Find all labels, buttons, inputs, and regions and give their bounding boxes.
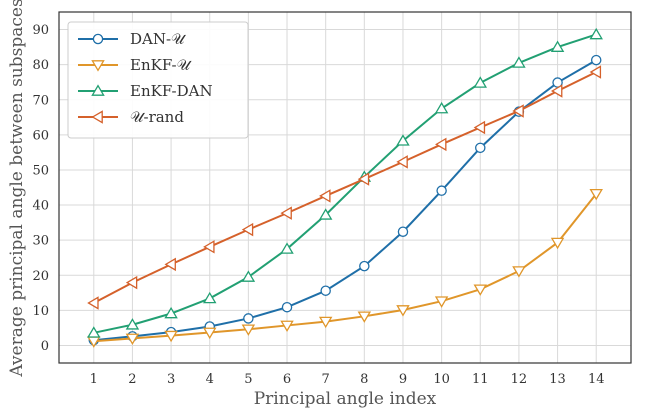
legend-marker [91, 84, 105, 96]
x-tick-labels: 1 2 3 4 5 6 7 8 9 10 11 12 13 14 [90, 372, 605, 387]
data-point [550, 237, 565, 250]
data-point [125, 318, 140, 330]
legend-label: EnKF-DAN [130, 82, 213, 100]
x-axis-label: Principal angle index [254, 389, 437, 409]
series-2 [87, 188, 603, 348]
data-point [357, 172, 370, 186]
data-point [436, 185, 447, 196]
data-point [280, 320, 294, 333]
x-tick-label: 4 [206, 372, 214, 387]
data-point [241, 270, 256, 282]
data-point [320, 285, 331, 296]
legend-box [67, 21, 249, 139]
legend-marker [92, 33, 104, 45]
data-point [87, 296, 99, 310]
series-3 [87, 27, 603, 338]
data-point [164, 330, 178, 343]
data-point [203, 240, 215, 254]
data-point [396, 134, 410, 146]
data-point [243, 313, 254, 324]
data-point [589, 65, 602, 79]
data-point [357, 311, 372, 323]
plot-frame [58, 11, 632, 364]
series-layer [87, 27, 603, 348]
x-tick-label: 10 [433, 372, 450, 387]
data-point [202, 291, 217, 304]
legend-label: DAN-𝒰 [130, 30, 187, 48]
y-tick-label: 50 [32, 163, 49, 178]
x-tick-label: 6 [283, 372, 291, 387]
data-point [319, 189, 331, 203]
x-tick-label: 3 [167, 372, 175, 387]
data-point [164, 306, 178, 319]
x-tick-label: 2 [128, 372, 136, 387]
data-point [473, 120, 486, 135]
legend-entry: 𝒰-rand [78, 108, 184, 126]
legend-label: EnKF-𝒰 [130, 56, 193, 74]
data-point [280, 206, 292, 220]
data-point [512, 56, 526, 68]
data-point [589, 27, 603, 40]
data-point [473, 76, 488, 88]
data-point [125, 275, 138, 290]
x-tick-label: 12 [511, 372, 528, 387]
legend-entry: DAN-𝒰 [78, 30, 187, 48]
data-point [164, 257, 176, 272]
y-tick-label: 40 [32, 199, 49, 214]
legend-entry: EnKF-𝒰 [78, 56, 193, 74]
data-point [280, 242, 294, 254]
x-tick-label: 14 [588, 372, 605, 387]
legend-label: 𝒰-rand [130, 108, 184, 126]
x-tick-label: 1 [90, 372, 98, 387]
y-tick-label: 90 [32, 23, 49, 38]
data-point [550, 84, 563, 98]
data-point [396, 155, 408, 169]
data-point [475, 142, 486, 154]
data-point [473, 284, 488, 296]
y-tick-labels: 0 10 20 30 40 50 60 70 80 90 [32, 23, 49, 354]
data-point [281, 301, 293, 313]
data-point [359, 260, 370, 272]
data-point [318, 316, 333, 329]
y-tick-label: 10 [32, 304, 49, 319]
y-axis-label: Average principal angle between subspace… [7, 0, 27, 378]
data-point [550, 40, 565, 52]
data-point [396, 305, 410, 317]
legend-marker [91, 110, 103, 124]
data-point [512, 104, 524, 118]
y-tick-label: 30 [32, 234, 49, 249]
legend-marker [91, 60, 105, 72]
data-point [241, 324, 256, 336]
legend: DAN-𝒰 EnKF-𝒰 EnKF-DAN 𝒰-rand [67, 21, 249, 139]
y-tick-label: 80 [32, 58, 49, 73]
data-point [589, 188, 603, 201]
data-point [435, 137, 447, 152]
data-point [318, 208, 333, 220]
data-point [125, 333, 140, 346]
x-tick-label: 7 [322, 372, 330, 387]
y-tick-label: 60 [32, 128, 49, 143]
data-point [397, 226, 409, 237]
series-line [93, 193, 598, 343]
y-tick-label: 70 [32, 93, 49, 108]
series-line [93, 33, 597, 334]
data-point [202, 327, 217, 340]
data-point [512, 266, 526, 278]
x-tick-label: 11 [472, 372, 489, 387]
data-point [434, 101, 449, 114]
data-point [434, 296, 449, 308]
y-tick-label: 0 [41, 339, 49, 354]
x-tick-label: 8 [360, 372, 368, 387]
data-point [87, 326, 101, 338]
data-point [590, 54, 602, 66]
data-point [241, 222, 254, 237]
x-tick-label: 13 [549, 372, 566, 387]
series-4 [87, 65, 602, 310]
y-tick-label: 20 [32, 269, 49, 284]
legend-entry: EnKF-DAN [78, 82, 213, 100]
x-tick-label: 9 [399, 372, 407, 387]
x-tick-label: 5 [244, 372, 252, 387]
series-line [93, 71, 597, 304]
